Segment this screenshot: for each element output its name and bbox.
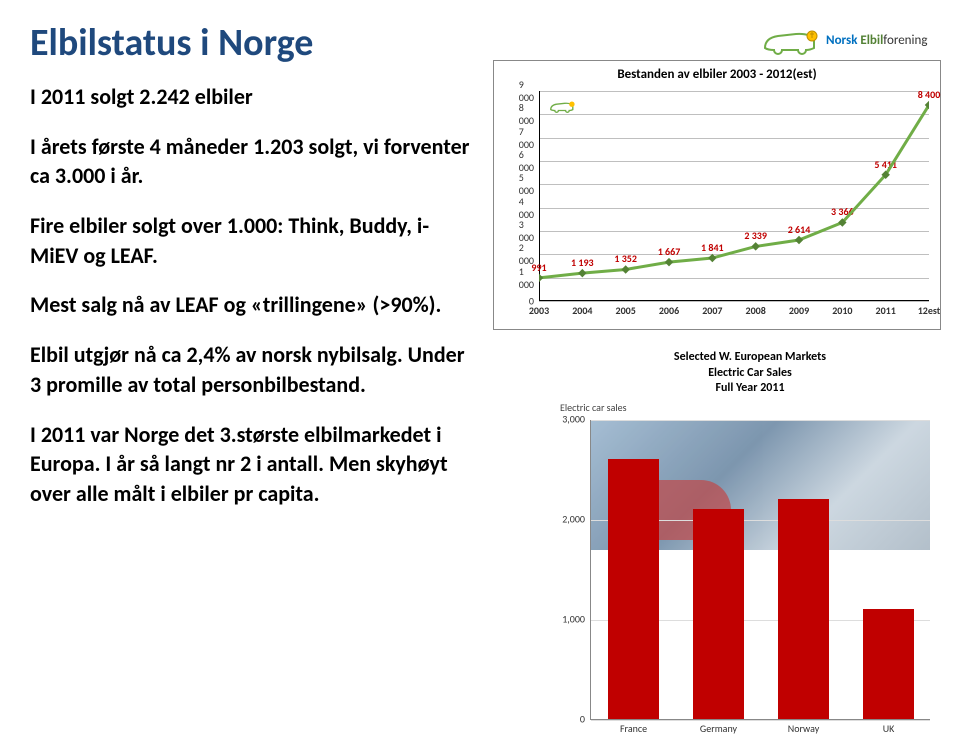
para-2: I årets første 4 måneder 1.203 solgt, vi… — [30, 132, 470, 191]
x-axis-label: 12est — [918, 304, 941, 317]
y-axis-label: 5 000 — [519, 171, 534, 197]
x-axis-label: 2007 — [702, 304, 722, 317]
bar-chart-subtitle: Electric car sales — [560, 401, 940, 414]
y-axis-label: 3,000 — [562, 412, 585, 425]
car-icon — [760, 20, 820, 60]
logo-text: Norsk Elbilforening — [826, 33, 927, 48]
y-axis-label: 4 000 — [519, 195, 534, 221]
bar-chart: Selected W. European Markets Electric Ca… — [560, 350, 940, 735]
para-5: Elbil utgjør nå ca 2,4% av norsk nybilsa… — [30, 340, 470, 399]
y-axis-label: 1,000 — [562, 612, 585, 625]
line-chart: Bestanden av elbiler 2003 - 2012(est) 01… — [493, 60, 941, 330]
bar-chart-title-2: Electric Car Sales — [560, 366, 940, 382]
y-axis-label: 7 000 — [519, 125, 534, 151]
bar-chart-title-1: Selected W. European Markets — [560, 350, 940, 366]
y-axis-label: 8 000 — [519, 101, 534, 127]
bar — [778, 499, 829, 719]
x-axis-label: 2010 — [832, 304, 852, 317]
x-axis-label: 2005 — [616, 304, 636, 317]
bar-chart-titles: Selected W. European Markets Electric Ca… — [560, 350, 940, 397]
x-axis-label: 2004 — [572, 304, 592, 317]
bar — [693, 509, 744, 719]
y-axis-label: 9 000 — [519, 78, 534, 104]
x-axis-label: Norway — [788, 722, 819, 735]
y-axis-label: 0 — [580, 712, 585, 725]
y-axis-label: 6 000 — [519, 148, 534, 174]
x-axis-label: 2003 — [529, 304, 549, 317]
line-chart-area: 01 0002 0003 0004 0005 0006 0007 0008 00… — [539, 91, 929, 301]
para-4: Mest salg nå av LEAF og «trillingene» (>… — [30, 290, 470, 320]
line-chart-title: Bestanden av elbiler 2003 - 2012(est) — [494, 67, 940, 82]
x-axis-label: 2009 — [789, 304, 809, 317]
y-axis-label: 2,000 — [562, 512, 585, 525]
para-1: I 2011 solgt 2.242 elbiler — [30, 82, 470, 112]
x-axis-label: 2006 — [659, 304, 679, 317]
line-chart-svg — [539, 91, 929, 301]
x-axis-label: Germany — [700, 722, 737, 735]
x-axis-label: UK — [883, 722, 895, 735]
bar — [863, 609, 914, 719]
para-3: Fire elbiler solgt over 1.000: Think, Bu… — [30, 211, 470, 270]
x-axis-label: 2011 — [876, 304, 896, 317]
para-6: I 2011 var Norge det 3.største elbilmark… — [30, 420, 470, 509]
x-axis-label: France — [620, 722, 647, 735]
bar-chart-title-3: Full Year 2011 — [560, 381, 940, 397]
y-axis-label: 3 000 — [519, 218, 534, 244]
x-axis-label: 2008 — [746, 304, 766, 317]
slide: Norsk Elbilforening Elbilstatus i Norge … — [0, 0, 960, 745]
bar-chart-area: 01,0002,0003,000FranceGermanyNorwayUK — [590, 420, 930, 720]
bar — [608, 459, 659, 719]
body-text: I 2011 solgt 2.242 elbiler I årets først… — [30, 82, 470, 509]
